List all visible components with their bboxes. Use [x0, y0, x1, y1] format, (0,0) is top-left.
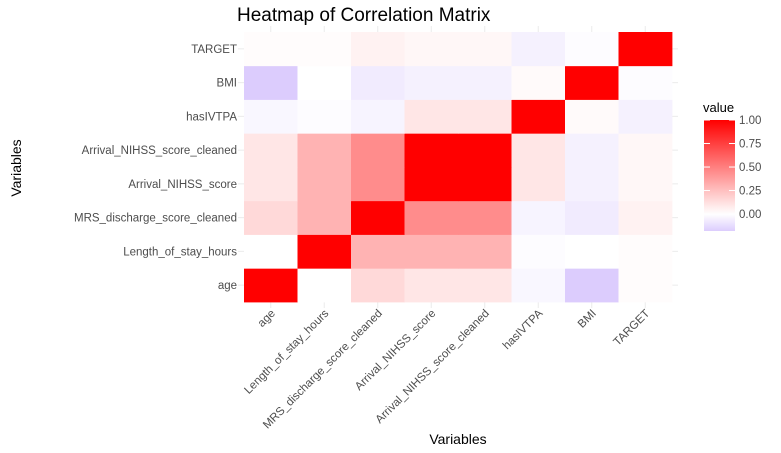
heatmap-cell	[351, 65, 405, 100]
y-tick-label: BMI	[217, 78, 237, 90]
heatmap-cell	[404, 200, 459, 235]
x-axis-ticks: ageLength_of_stay_hoursMRS_discharge_sco…	[242, 307, 652, 431]
heatmap-cell	[351, 32, 405, 67]
heatmap-cell	[511, 65, 566, 100]
heatmap-cell	[618, 200, 673, 235]
heatmap-cell	[565, 200, 619, 235]
heatmap-cell	[511, 32, 566, 67]
heatmap-cell	[458, 32, 512, 67]
y-tick-label: Arrival_NIHSS_score_cleaned	[82, 145, 237, 157]
heatmap-cell	[458, 99, 512, 134]
heatmap-cell	[404, 65, 459, 100]
legend-tick-label: 1.00	[739, 115, 761, 127]
heatmap-cell	[297, 234, 352, 269]
heatmap-cell	[244, 99, 298, 134]
heatmap-cell	[351, 200, 405, 235]
legend-colorbar	[704, 120, 735, 231]
heatmap-cell	[297, 268, 352, 303]
heatmap-cell	[565, 268, 619, 303]
heatmap-cell	[565, 167, 619, 202]
heatmap-cell	[511, 99, 566, 134]
heatmap-cell	[458, 65, 512, 100]
heatmap-cell	[565, 234, 619, 269]
heatmap-cell	[618, 268, 673, 303]
heatmap-cell	[458, 234, 512, 269]
heatmap-cell	[244, 167, 298, 202]
y-tick-label: Length_of_stay_hours	[123, 246, 237, 258]
x-tick-label: BMI	[576, 308, 599, 331]
legend-tick-label: 0.00	[739, 209, 761, 221]
legend-ticks: 0.00 0.25 0.50 0.75 1.00	[704, 115, 761, 221]
heatmap-cell	[244, 32, 298, 67]
y-tick-label: TARGET	[191, 44, 237, 56]
heatmap-cell	[351, 268, 405, 303]
heatmap-cell	[618, 99, 673, 134]
chart-title: Heatmap of Correlation Matrix	[237, 5, 491, 26]
heatmap-cell	[404, 133, 459, 168]
heatmap-cell	[618, 65, 673, 100]
heatmap-cell	[297, 200, 352, 235]
heatmap-cell	[511, 133, 566, 168]
heatmap-cell	[244, 234, 298, 269]
heatmap-cell	[297, 65, 352, 100]
heatmap-cell	[511, 200, 566, 235]
legend-tick-label: 0.50	[739, 162, 761, 174]
heatmap-cell	[565, 65, 619, 100]
y-tick-label: Arrival_NIHSS_score	[128, 179, 237, 191]
heatmap-cell	[618, 234, 673, 269]
heatmap-cell	[618, 32, 673, 67]
heatmap-cells	[244, 32, 673, 303]
heatmap-cell	[404, 32, 459, 67]
heatmap-cell	[565, 32, 619, 67]
y-axis-ticks: age Length_of_stay_hours MRS_discharge_sco…	[74, 44, 237, 292]
legend-title: value	[703, 100, 734, 115]
heatmap-cell	[458, 167, 512, 202]
heatmap-cell	[511, 268, 566, 303]
heatmap-cell	[244, 268, 298, 303]
heatmap-cell	[351, 234, 405, 269]
heatmap-cell	[297, 167, 352, 202]
heatmap-cell	[565, 99, 619, 134]
heatmap-cell	[351, 133, 405, 168]
heatmap-cell	[458, 133, 512, 168]
heatmap-cell	[404, 99, 459, 134]
heatmap-cell	[244, 200, 298, 235]
legend-tick-label: 0.75	[739, 139, 761, 151]
x-tick-label: Arrival_NIHSS_score_cleaned	[374, 308, 492, 426]
heatmap-cell	[244, 133, 298, 168]
x-tick-label: hasIVTPA	[501, 307, 546, 352]
heatmap-cell	[297, 133, 352, 168]
heatmap-cell	[511, 234, 566, 269]
y-tick-label: hasIVTPA	[186, 111, 237, 123]
heatmap-cell	[618, 167, 673, 202]
heatmap-cell	[511, 167, 566, 202]
heatmap-cell	[297, 99, 352, 134]
x-tick-label: age	[256, 308, 278, 330]
y-tick-label: age	[218, 280, 237, 292]
heatmap-cell	[458, 268, 512, 303]
heatmap-cell	[351, 99, 405, 134]
x-axis-title: Variables	[429, 431, 486, 447]
heatmap-cell	[458, 200, 512, 235]
heatmap-cell	[351, 167, 405, 202]
heatmap-cell	[404, 167, 459, 202]
heatmap-cell	[565, 133, 619, 168]
x-tick-label: MRS_discharge_score_cleaned	[261, 308, 385, 432]
heatmap-cell	[404, 234, 459, 269]
heatmap-cell	[618, 133, 673, 168]
y-tick-label: MRS_discharge_score_cleaned	[74, 213, 237, 225]
legend-tick-label: 0.25	[739, 186, 761, 198]
heatmap-cell	[297, 32, 352, 67]
heatmap-cell	[404, 268, 459, 303]
heatmap-cell	[244, 65, 298, 100]
x-tick-label: TARGET	[612, 308, 653, 349]
color-legend: value 0.00 0.25 0.50 0.75 1.00	[703, 100, 761, 231]
y-axis-title: Variables	[8, 139, 24, 196]
